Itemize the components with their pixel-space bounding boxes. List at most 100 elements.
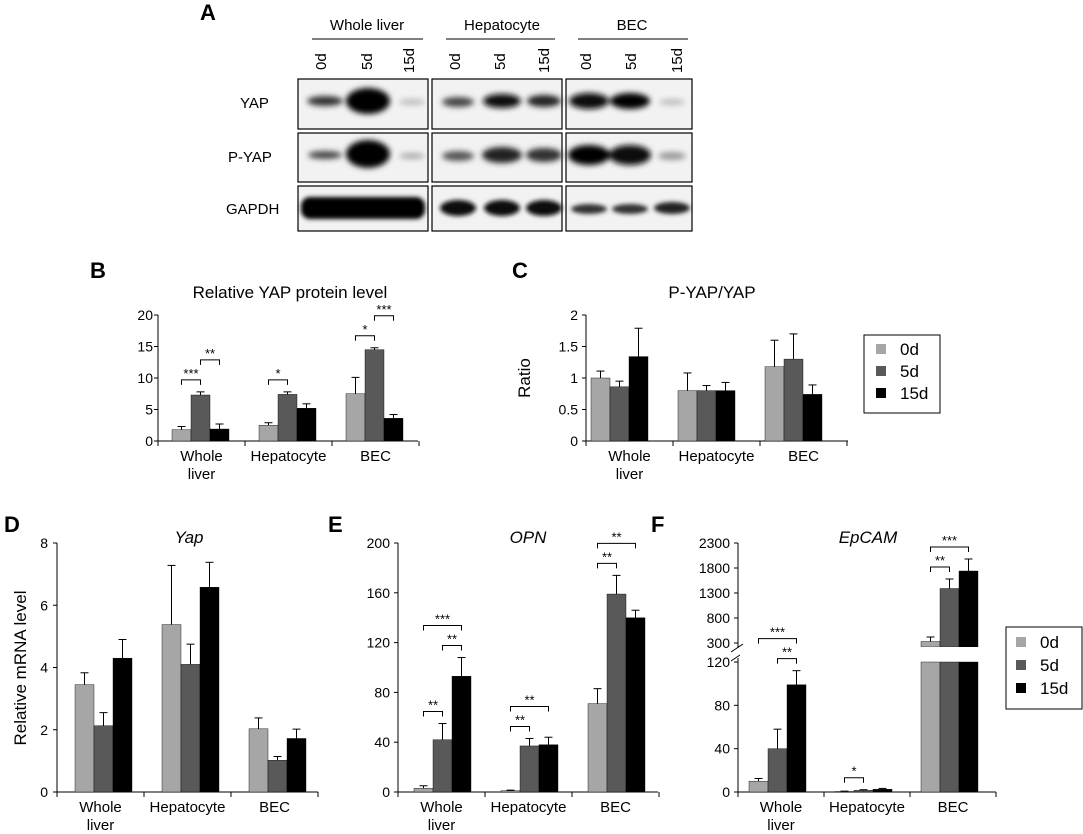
significance-label: ** <box>935 553 945 568</box>
category-label: Hepatocyte <box>491 799 567 816</box>
significance-bracket: * <box>355 322 375 341</box>
bar-0d <box>677 390 698 442</box>
panel-letter: C <box>512 258 528 283</box>
bar-5d <box>93 725 114 793</box>
significance-label: *** <box>435 612 450 627</box>
significance-bracket: ** <box>597 529 636 549</box>
chart-title: Relative YAP protein level <box>193 283 388 302</box>
category-label: liver <box>188 466 216 483</box>
bar-15d <box>538 744 559 793</box>
legend-swatch-0d <box>876 344 886 354</box>
category-label: liver <box>616 466 644 483</box>
y-tick-label: 0 <box>570 433 578 449</box>
legend-swatch-5d <box>1016 660 1026 670</box>
y-tick-label: 160 <box>367 585 391 601</box>
lane-label: 15d <box>536 48 553 73</box>
y-tick-label: 80 <box>374 684 390 700</box>
chart-panel-f: F EpCAM 0 40 80 120 300 800 1300 1800 2300 Wholeliv… <box>651 512 998 834</box>
significance-bracket: ** <box>930 553 950 572</box>
blot-group-hepatocyte: Hepatocyte <box>464 17 540 34</box>
bracket-line <box>423 711 443 717</box>
blot-group-whole-liver: Whole liver <box>330 17 404 34</box>
blot-bands-p-yap <box>308 140 686 168</box>
y-tick-label: 2 <box>570 307 578 323</box>
y-tick-label: 20 <box>137 307 153 323</box>
legend-top: 0d 5d 15d <box>863 334 941 414</box>
panel-letter-a: A <box>200 0 216 25</box>
y-tick-label: 8 <box>40 535 48 551</box>
significance-bracket: ** <box>200 346 220 365</box>
y-tick-label: 2300 <box>699 535 730 551</box>
y-tick-label: 10 <box>137 370 153 386</box>
blot-row-label-yap: YAP <box>240 95 269 112</box>
legend-label-0d: 0d <box>1040 633 1059 652</box>
category-label: Whole <box>180 448 223 465</box>
significance-label: ** <box>782 645 792 660</box>
significance-label: * <box>851 764 856 779</box>
bracket-line <box>510 725 530 732</box>
lane-label: 15d <box>669 48 686 73</box>
bar-5d <box>190 394 211 442</box>
significance-label: ** <box>205 346 215 361</box>
legend-label-15d: 15d <box>1040 679 1068 698</box>
bar-0d <box>345 393 366 442</box>
bracket-line <box>268 379 288 385</box>
category-label: BEC <box>600 799 631 816</box>
bracket-line <box>758 638 797 644</box>
chart-title: EpCAM <box>839 528 898 547</box>
category-label: liver <box>428 817 456 834</box>
bar-15d <box>296 408 317 442</box>
category-label: Hepatocyte <box>829 799 905 816</box>
significance-label: ** <box>447 632 457 647</box>
bar-15d <box>286 738 307 793</box>
y-tick-label: 1300 <box>699 585 730 601</box>
y-tick-label: 4 <box>40 660 48 676</box>
legend-swatch-0d <box>1016 637 1026 647</box>
bar-5d <box>364 349 385 442</box>
significance-bracket: *** <box>423 612 462 631</box>
y-tick-label: 120 <box>367 635 391 651</box>
significance-bracket: * <box>844 764 864 783</box>
panel-letter: B <box>90 258 106 283</box>
western-blot-panel: A Whole liver Hepatocyte BEC 0d 5d 15d 0… <box>200 0 693 232</box>
axis-break-mark <box>730 643 744 653</box>
legend-label-15d: 15d <box>900 384 928 403</box>
significance-bracket: ** <box>510 712 530 732</box>
category-label: liver <box>767 817 795 834</box>
y-tick-label: 0 <box>145 433 153 449</box>
lane-label: 0d <box>578 53 595 70</box>
bar-15d <box>625 617 646 793</box>
blot-row-label-p-yap: P-YAP <box>228 149 272 166</box>
y-tick-label: 0 <box>722 784 730 800</box>
significance-bracket: *** <box>374 302 394 321</box>
legend-bottom: 0d 5d 15d <box>1005 626 1083 710</box>
bar-0d <box>748 780 769 793</box>
category-label: Hepatocyte <box>251 448 327 465</box>
bracket-line <box>374 315 394 321</box>
bar-0d <box>413 788 434 793</box>
blot-bands-yap <box>307 88 685 114</box>
chart-panel-b: B Relative YAP protein level 0 5 10 15 20 Whole… <box>90 258 420 483</box>
legend-label-0d: 0d <box>900 340 919 359</box>
bar-5d <box>180 664 201 793</box>
lane-label: 15d <box>401 48 418 73</box>
blot-group-bec: BEC <box>617 17 648 34</box>
bracket-line <box>442 645 462 651</box>
legend-swatch-15d <box>1016 683 1026 693</box>
y-tick-label: 2 <box>40 722 48 738</box>
y-tick-label: 300 <box>707 635 731 651</box>
category-label: Whole <box>608 448 651 465</box>
y-tick-label: 800 <box>707 610 731 626</box>
category-label: Hepatocyte <box>679 448 755 465</box>
y-tick-label: 15 <box>137 339 153 355</box>
lane-label: 0d <box>313 53 330 70</box>
bar-15d <box>958 570 979 648</box>
bar-5d <box>277 394 298 442</box>
bar-5d <box>939 588 960 648</box>
y-tick-label: 40 <box>714 741 730 757</box>
y-axis-label: Relative mRNA level <box>11 591 30 746</box>
bar-15d <box>112 657 133 793</box>
bracket-line <box>597 562 617 569</box>
